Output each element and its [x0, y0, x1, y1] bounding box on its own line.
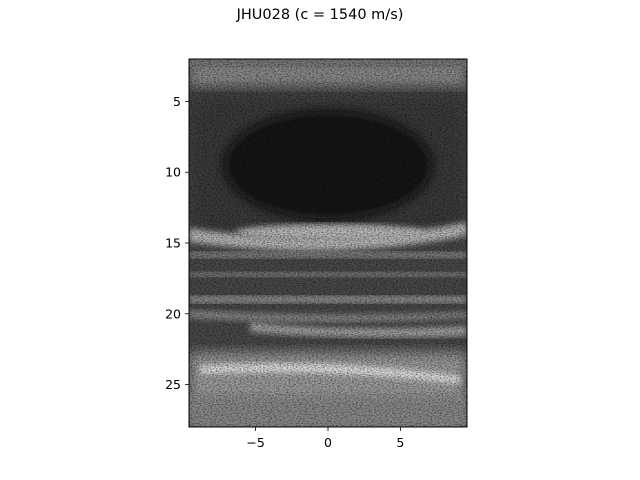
x-tick-label: −5 [246, 435, 264, 450]
y-tick-label: 10 [165, 165, 181, 180]
x-tick-label: 5 [396, 435, 404, 450]
y-tick-label: 20 [165, 306, 181, 321]
x-axis: −5 0 5 [246, 427, 404, 450]
y-tick-label: 5 [173, 94, 181, 109]
y-tick-label: 25 [165, 377, 181, 392]
figure-title: JHU028 (c = 1540 m/s) [236, 7, 404, 23]
y-tick-label: 15 [165, 236, 181, 251]
y-axis: 5 10 15 20 25 [165, 94, 189, 392]
x-tick-label: 0 [324, 435, 332, 450]
ultrasound-image [189, 59, 467, 427]
